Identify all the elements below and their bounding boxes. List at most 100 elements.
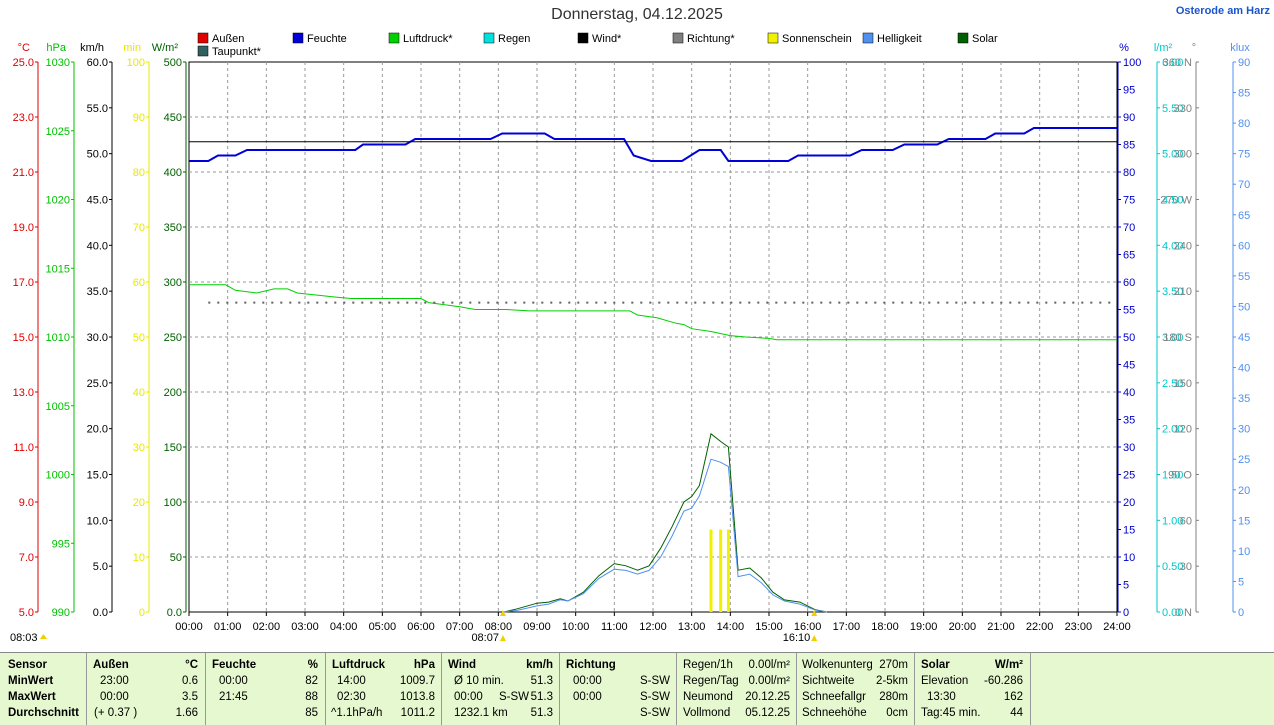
x-axis-tick-label: 17:00 — [833, 621, 861, 633]
axis-tick-label: 30 — [1238, 424, 1250, 436]
legend-label: Luftdruck* — [403, 33, 453, 45]
axis-tick-label: 15 — [1238, 515, 1250, 527]
axis-tick-label: 50.0 — [87, 149, 108, 161]
axis-tick-label: 200 — [164, 387, 182, 399]
axis-tick-label: 300 — [164, 277, 182, 289]
wind-header: Wind — [448, 659, 476, 671]
solar-max-time: 13:30 — [927, 691, 956, 703]
axis-tick-label: 40 — [133, 387, 145, 399]
axis-tick-label: 60.0 — [87, 57, 108, 69]
axis-unit: ° — [1192, 42, 1196, 54]
x-axis-tick-label: 00:00 — [175, 621, 203, 633]
divider — [1030, 653, 1031, 725]
feuchte-min-value: 82 — [305, 675, 318, 687]
axis-unit: °C — [18, 42, 30, 54]
axis-tick-label: 95 — [1123, 85, 1135, 97]
axis-tick-label: 35.0 — [87, 286, 108, 298]
sichtweite-value: 2-5km — [876, 675, 908, 687]
axis-tick-label: 120 — [1174, 424, 1192, 436]
axis-tick-label: 60 — [1180, 515, 1192, 527]
aussen-min-value: 0.6 — [182, 675, 198, 687]
axis-tick-label: 45.0 — [87, 195, 108, 207]
solar-unit: W/m² — [994, 659, 1023, 671]
axis-tick-label: 60 — [133, 277, 145, 289]
axis-tick-label: 15.0 — [13, 332, 34, 344]
richtung-header: Richtung — [566, 659, 616, 671]
wind-unit: km/h — [526, 659, 553, 671]
axis-tick-label: 210 — [1174, 286, 1192, 298]
schneehoehe-value: 0cm — [886, 707, 908, 719]
x-axis-tick-label: 23:00 — [1065, 621, 1093, 633]
axis-tick-label: 65 — [1238, 210, 1250, 222]
x-axis-tick-label: 13:00 — [678, 621, 706, 633]
x-axis-tick-label: 07:00 — [446, 621, 474, 633]
axis-tick-label: 6.00 — [1162, 57, 1183, 69]
axis-tick-label: 90 — [1123, 112, 1135, 124]
axis-tick-label: 2.50 — [1162, 378, 1183, 390]
neumond-label: Neumond — [683, 691, 733, 703]
axis-tick-label: 20 — [1238, 485, 1250, 497]
luftdruck-min-time: 14:00 — [337, 675, 366, 687]
axis-tick-label: 90 — [1238, 57, 1250, 69]
axis-tick-label: 25.0 — [13, 57, 34, 69]
wind-avg10-label: Ø 10 min. — [454, 675, 504, 687]
wind-distance: 1232.1 km — [454, 707, 508, 719]
aussen-max-time: 00:00 — [100, 691, 129, 703]
luftdruck-max-time: 02:30 — [337, 691, 366, 703]
luftdruck-unit: hPa — [413, 659, 435, 671]
legend-label: Außen — [212, 33, 244, 45]
axis-tick-label: 9.0 — [19, 497, 34, 509]
x-axis-tick-label: 16:00 — [794, 621, 822, 633]
legend-label: Wind* — [592, 33, 622, 45]
axis-tick-label: 85 — [1238, 88, 1250, 100]
axis-tick-label: 4.00 — [1162, 240, 1183, 252]
axis-tick-label: 5.00 — [1162, 149, 1183, 161]
x-axis-tick-label: 04:00 — [330, 621, 358, 633]
axis-tick-label: 20 — [133, 497, 145, 509]
series-line-luftdruck — [189, 284, 1117, 341]
axis-tick-label: 1005 — [46, 401, 70, 413]
axis-tick-label: 19.0 — [13, 222, 34, 234]
wind-max-time: 00:00 — [454, 691, 483, 703]
axis-tick-label: 270 W — [1160, 195, 1192, 207]
axis-tick-label: 65 — [1123, 250, 1135, 262]
axis-tick-label: 60 — [1123, 277, 1135, 289]
axis-tick-label: 1010 — [46, 332, 70, 344]
solar-elevation-value: -60.286 — [983, 675, 1023, 687]
series-line-feuchte — [189, 127, 1117, 162]
axis-tick-label: 150 — [164, 442, 182, 454]
axis-tick-label: 45 — [1123, 360, 1135, 372]
wind-avg10-value: 51.3 — [530, 675, 553, 687]
sensor-header: Sensor — [8, 659, 47, 671]
wolkenuntergrenze-value: 270m — [879, 659, 908, 671]
stats-panel: Sensor MinWert MaxWert Durchschnitt Auße… — [0, 652, 1274, 725]
axis-tick-label: 1.50 — [1162, 470, 1183, 482]
axis-tick-label: 50 — [170, 552, 182, 564]
location-link[interactable]: Osterode am Harz — [1175, 5, 1270, 17]
aussen-avg-value: 1.66 — [175, 707, 198, 719]
legend-label: Solar — [972, 33, 998, 45]
luftdruck-header: Luftdruck — [332, 659, 386, 671]
richtung-max-value: S-SW — [639, 691, 670, 703]
axis-tick-label: 80 — [133, 167, 145, 179]
feuchte-max-time: 21:45 — [219, 691, 248, 703]
axis-tick-label: 500 — [164, 57, 182, 69]
axis-tick-label: 10 — [133, 552, 145, 564]
axis-tick-label: 5.50 — [1162, 103, 1183, 115]
x-axis-tick-label: 02:00 — [253, 621, 281, 633]
legend-label: Helligkeit — [877, 33, 922, 45]
axis-tick-label: 11.0 — [13, 442, 34, 454]
axis-tick-label: 25.0 — [87, 378, 108, 390]
sun-time-label: 08:07 — [471, 632, 499, 644]
axis-tick-label: 990 — [52, 607, 70, 619]
x-axis-tick-label: 22:00 — [1026, 621, 1054, 633]
axis-tick-label: 15.0 — [87, 470, 108, 482]
axis-tick-label: 4.50 — [1162, 195, 1183, 207]
axis-tick-label: 3.00 — [1162, 332, 1183, 344]
legend-swatch — [577, 32, 589, 44]
x-axis-tick-label: 01:00 — [214, 621, 242, 633]
axis-tick-label: 50 — [133, 332, 145, 344]
feuchte-max-value: 88 — [305, 691, 318, 703]
sun-marker-icon — [499, 610, 506, 616]
luftdruck-max-value: 1013.8 — [399, 691, 435, 703]
